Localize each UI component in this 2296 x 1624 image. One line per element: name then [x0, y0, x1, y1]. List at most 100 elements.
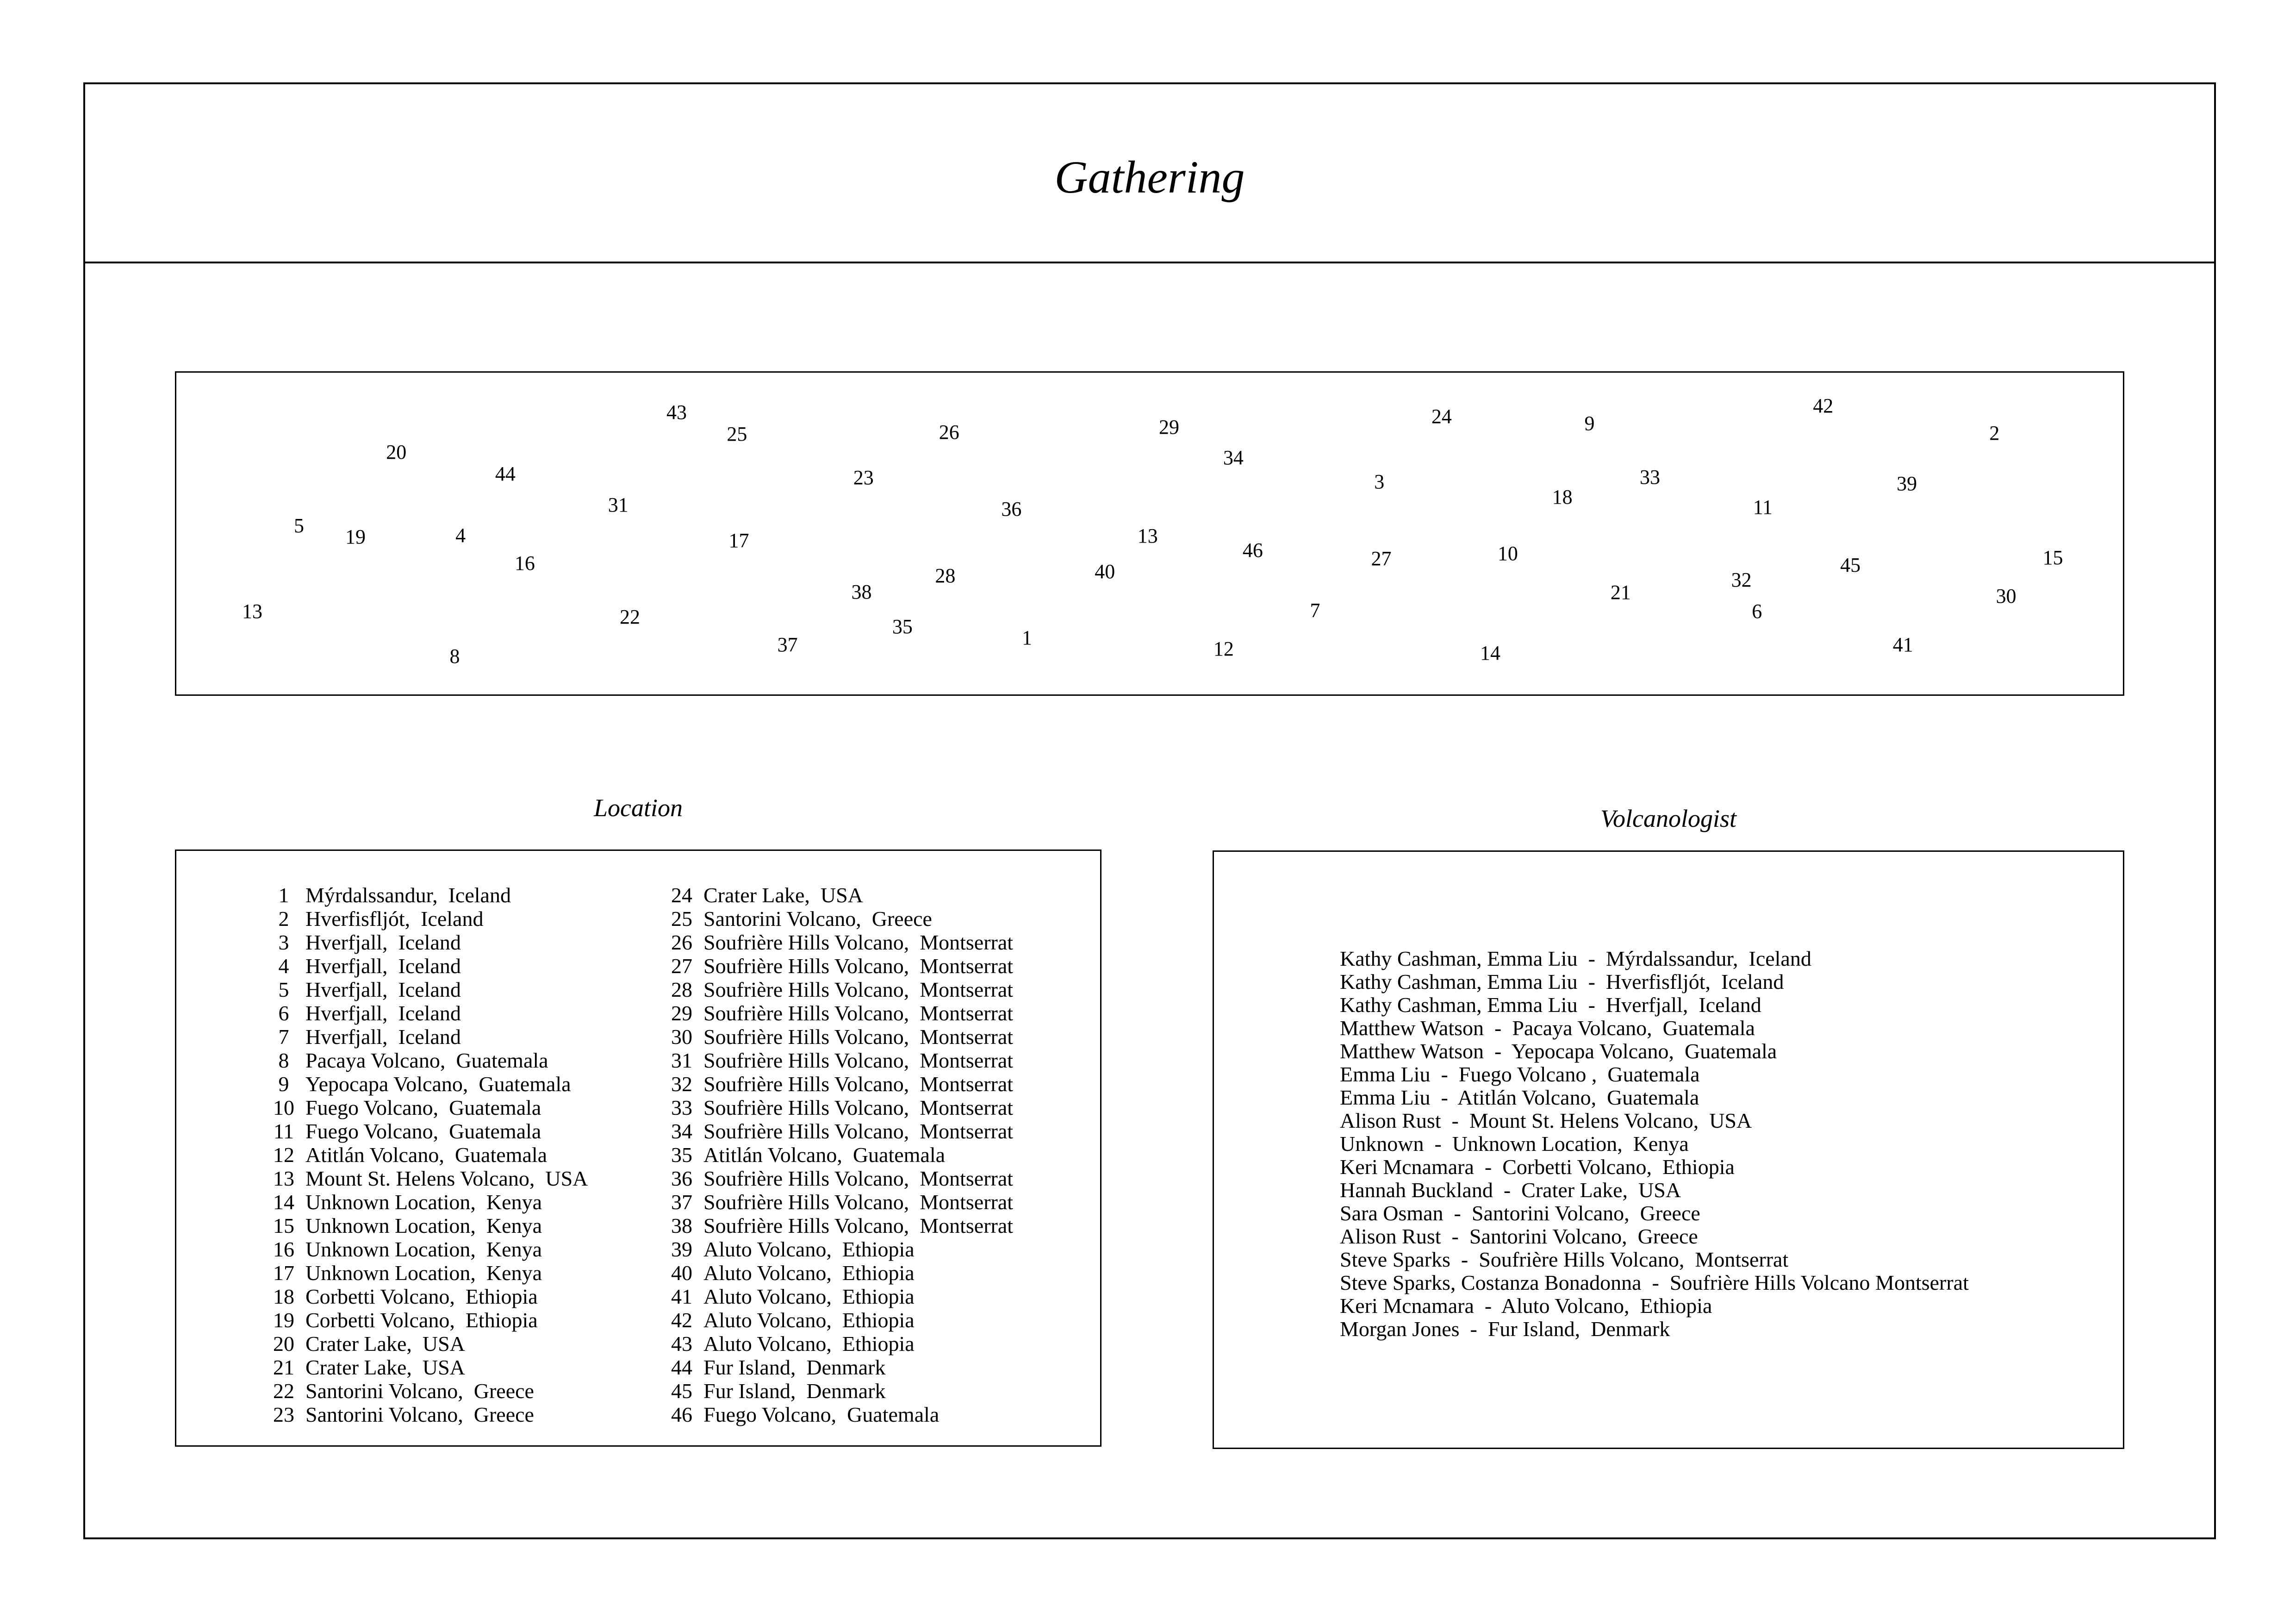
location-entry-text: Soufrière Hills Volcano, Montserrat: [703, 1167, 1014, 1190]
location-entry-number: 1: [278, 883, 289, 907]
location-entry-text: Unknown Location, Kenya: [305, 1261, 542, 1285]
location-entry-number: 7: [278, 1025, 289, 1049]
location-entry-number: 36: [671, 1167, 692, 1190]
location-entry-text: Santorini Volcano, Greece: [703, 907, 932, 931]
location-entry-number: 20: [273, 1332, 294, 1355]
location-entry-text: Fuego Volcano, Guatemala: [703, 1403, 940, 1426]
location-entry-number: 37: [671, 1190, 692, 1214]
location-entry-number: 21: [273, 1355, 294, 1379]
location-column-1: 1 Mýrdalssandur, Iceland 2 Hverfisfljót, Ic…: [176, 883, 588, 1426]
seat-number: 6: [1752, 600, 1762, 623]
seat-number: 4: [455, 524, 466, 547]
location-entry-text: Soufrière Hills Volcano, Montserrat: [703, 1049, 1014, 1072]
seat-number: 18: [1552, 485, 1573, 508]
seat-number: 17: [728, 529, 749, 552]
location-entry-number: 3: [278, 931, 289, 954]
location-entry-number: 6: [278, 1001, 289, 1025]
volcanologist-entry: Unknown - Unknown Location, Kenya: [1340, 1132, 1689, 1156]
location-entry: 24 Crater Lake, USA: [574, 883, 1013, 907]
seat-number: 42: [1813, 394, 1834, 418]
page-border: Gathering 43 25 26 29 24 9 42 2 20 44 23 34 3 18 33 39 1…: [83, 82, 2216, 1539]
location-entry: 46 Fuego Volcano, Guatemala: [574, 1403, 1013, 1426]
location-entry: 17 Unknown Location, Kenya: [176, 1261, 588, 1285]
location-entry-number: 34: [671, 1119, 692, 1143]
seat-number: 14: [1480, 642, 1501, 665]
seat-number: 8: [449, 644, 460, 668]
seat-number: 5: [293, 514, 304, 537]
location-entry-number: 45: [671, 1379, 692, 1403]
seat-number: 12: [1213, 637, 1234, 660]
location-entry-number: 15: [273, 1214, 294, 1237]
location-entry-text: Hverfjall, Iceland: [305, 1001, 461, 1025]
location-entry: 23 Santorini Volcano, Greece: [176, 1403, 588, 1426]
location-entry-text: Soufrière Hills Volcano, Montserrat: [703, 931, 1014, 954]
seat-number: 32: [1731, 568, 1752, 592]
location-header: Location: [593, 794, 683, 822]
location-entry: 41 Aluto Volcano, Ethiopia: [574, 1285, 1013, 1308]
seat-number: 24: [1431, 405, 1452, 428]
location-entry-text: Mount St. Helens Volcano, USA: [305, 1167, 588, 1190]
location-entry-number: 28: [671, 978, 692, 1001]
location-entry-text: Aluto Volcano, Ethiopia: [703, 1308, 915, 1332]
seat-number: 9: [1584, 412, 1595, 435]
volcanologist-entry: Keri Mcnamara - Aluto Volcano, Ethiopia: [1340, 1294, 1712, 1318]
location-entry-number: 25: [671, 907, 692, 931]
location-entry-number: 2: [278, 907, 289, 931]
location-entry-text: Aluto Volcano, Ethiopia: [703, 1332, 915, 1355]
location-entry-text: Pacaya Volcano, Guatemala: [305, 1049, 548, 1072]
page-title: Gathering: [1054, 151, 1245, 203]
location-entry: 11 Fuego Volcano, Guatemala: [176, 1119, 588, 1143]
location-entry: 14 Unknown Location, Kenya: [176, 1190, 588, 1214]
location-entry: 45 Fur Island, Denmark: [574, 1379, 1013, 1403]
location-entry: 4 Hverfjall, Iceland: [176, 954, 588, 978]
volcanologist-header: Volcanologist: [1600, 805, 1736, 832]
seat-number: 2: [1989, 421, 2000, 444]
location-entry-text: Soufrière Hills Volcano, Montserrat: [703, 1096, 1014, 1119]
location-entry-text: Aluto Volcano, Ethiopia: [703, 1285, 915, 1308]
location-entry: 1 Mýrdalssandur, Iceland: [176, 883, 588, 907]
location-entry: 3 Hverfjall, Iceland: [176, 931, 588, 954]
location-entry-number: 18: [273, 1285, 294, 1308]
seat-number: 45: [1840, 553, 1861, 576]
location-entry-text: Corbetti Volcano, Ethiopia: [305, 1308, 538, 1332]
location-entry-text: Crater Lake, USA: [305, 1355, 465, 1379]
location-entry: 28 Soufrière Hills Volcano, Montserrat: [574, 978, 1013, 1001]
location-entry: 15 Unknown Location, Kenya: [176, 1214, 588, 1237]
location-entry-number: 38: [671, 1214, 692, 1237]
location-entry-text: Soufrière Hills Volcano, Montserrat: [703, 1119, 1014, 1143]
volcanologist-list: Kathy Cashman, Emma Liu - Mýrdalssandur,…: [1340, 947, 1969, 1341]
location-entry: 33 Soufrière Hills Volcano, Montserrat: [574, 1096, 1013, 1119]
seat-number: 7: [1310, 599, 1320, 622]
seat-number: 1: [1022, 626, 1033, 650]
seat-number: 13: [242, 600, 263, 623]
location-entry-number: 44: [671, 1355, 692, 1379]
location-entry-number: 43: [671, 1332, 692, 1355]
location-entry-number: 24: [671, 883, 692, 907]
location-entry-text: Corbetti Volcano, Ethiopia: [305, 1285, 538, 1308]
location-entry-number: 9: [278, 1072, 289, 1096]
volcanologist-entry: Keri Mcnamara - Corbetti Volcano, Ethiop…: [1340, 1155, 1735, 1179]
location-entry-number: 30: [671, 1025, 692, 1049]
location-entry-text: Crater Lake, USA: [703, 883, 863, 907]
location-entry-number: 10: [273, 1096, 294, 1119]
location-entry: 39 Aluto Volcano, Ethiopia: [574, 1237, 1013, 1261]
location-entry-text: Aluto Volcano, Ethiopia: [703, 1261, 915, 1285]
location-entry-text: Hverfjall, Iceland: [305, 931, 461, 954]
location-entry-number: 46: [671, 1403, 692, 1426]
location-entry: 21 Crater Lake, USA: [176, 1355, 588, 1379]
location-entry: 26 Soufrière Hills Volcano, Montserrat: [574, 931, 1013, 954]
seat-number: 28: [935, 564, 956, 587]
seat-number: 25: [727, 422, 747, 445]
volcanologist-entry: Kathy Cashman, Emma Liu - Hverfjall, Ice…: [1340, 993, 1761, 1017]
location-entry: 2 Hverfisfljót, Iceland: [176, 907, 588, 931]
volcanologist-entry: Steve Sparks - Soufrière Hills Volcano, …: [1340, 1248, 1789, 1271]
location-entry: 18 Corbetti Volcano, Ethiopia: [176, 1285, 588, 1308]
location-entry-number: 14: [273, 1190, 294, 1214]
volcanologist-entry: Morgan Jones - Fur Island, Denmark: [1340, 1317, 1670, 1341]
seat-number: 33: [1639, 465, 1660, 488]
location-column-2: 24 Crater Lake, USA 25 Santorini Volcano, G…: [574, 883, 1013, 1426]
location-entry-text: Hverfjall, Iceland: [305, 1025, 461, 1049]
location-entry-text: Fuego Volcano, Guatemala: [305, 1119, 541, 1143]
seat-number: 10: [1497, 542, 1518, 565]
